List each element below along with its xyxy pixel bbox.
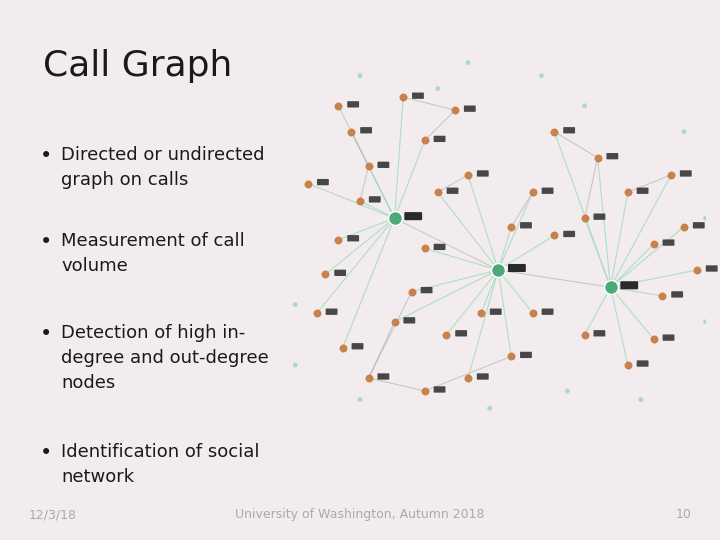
- Point: [700, 214, 711, 222]
- Point: [527, 188, 539, 197]
- Text: Measurement of call
volume: Measurement of call volume: [61, 232, 245, 275]
- Point: [648, 335, 660, 343]
- Text: 10: 10: [675, 508, 691, 521]
- Point: [549, 127, 560, 136]
- Point: [337, 343, 348, 352]
- Point: [605, 283, 616, 292]
- Point: [333, 102, 344, 110]
- Point: [562, 387, 573, 395]
- Text: Identification of social
network: Identification of social network: [61, 443, 260, 486]
- Point: [354, 197, 366, 205]
- Text: •: •: [40, 232, 52, 252]
- Point: [678, 222, 690, 231]
- Point: [700, 318, 711, 326]
- Point: [363, 162, 374, 171]
- Point: [635, 395, 647, 404]
- Point: [419, 136, 431, 145]
- Point: [320, 270, 331, 279]
- Point: [678, 127, 690, 136]
- Point: [484, 404, 495, 413]
- Point: [289, 300, 301, 309]
- Point: [549, 231, 560, 240]
- Point: [354, 71, 366, 80]
- Text: •: •: [40, 146, 52, 166]
- Point: [389, 214, 400, 222]
- Point: [527, 309, 539, 318]
- Point: [406, 287, 418, 296]
- Point: [579, 214, 590, 222]
- Point: [462, 171, 474, 179]
- Point: [505, 222, 517, 231]
- Point: [665, 171, 677, 179]
- Text: Directed or undirected
graph on calls: Directed or undirected graph on calls: [61, 146, 265, 189]
- Point: [648, 240, 660, 248]
- Point: [432, 188, 444, 197]
- Point: [363, 374, 374, 382]
- Text: Detection of high in-
degree and out-degree
nodes: Detection of high in- degree and out-deg…: [61, 324, 269, 392]
- Text: 12/3/18: 12/3/18: [29, 508, 77, 521]
- Point: [354, 395, 366, 404]
- Point: [622, 188, 634, 197]
- Point: [289, 361, 301, 369]
- Point: [311, 309, 323, 318]
- Point: [419, 387, 431, 395]
- Point: [475, 309, 487, 318]
- Point: [346, 127, 357, 136]
- Point: [333, 235, 344, 244]
- Point: [389, 318, 400, 326]
- Point: [441, 330, 452, 339]
- Point: [397, 93, 409, 102]
- Point: [432, 84, 444, 93]
- Point: [579, 102, 590, 110]
- Point: [492, 266, 504, 274]
- Text: •: •: [40, 324, 52, 344]
- Text: •: •: [40, 443, 52, 463]
- Point: [462, 374, 474, 382]
- Point: [536, 71, 547, 80]
- Point: [691, 266, 703, 274]
- Point: [505, 352, 517, 361]
- Text: University of Washington, Autumn 2018: University of Washington, Autumn 2018: [235, 508, 485, 521]
- Point: [579, 330, 590, 339]
- Point: [657, 292, 668, 300]
- Point: [462, 58, 474, 67]
- Point: [592, 153, 603, 162]
- Point: [622, 361, 634, 369]
- Point: [449, 106, 461, 114]
- Point: [419, 244, 431, 253]
- Text: Call Graph: Call Graph: [43, 49, 233, 83]
- Point: [302, 179, 314, 188]
